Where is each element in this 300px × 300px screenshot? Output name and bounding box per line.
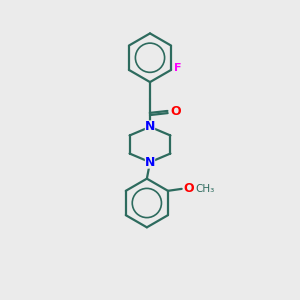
- Text: F: F: [174, 63, 182, 73]
- Text: N: N: [145, 120, 155, 133]
- Text: N: N: [145, 156, 155, 169]
- Text: CH₃: CH₃: [196, 184, 215, 194]
- Text: O: O: [183, 182, 194, 195]
- Text: O: O: [170, 105, 181, 118]
